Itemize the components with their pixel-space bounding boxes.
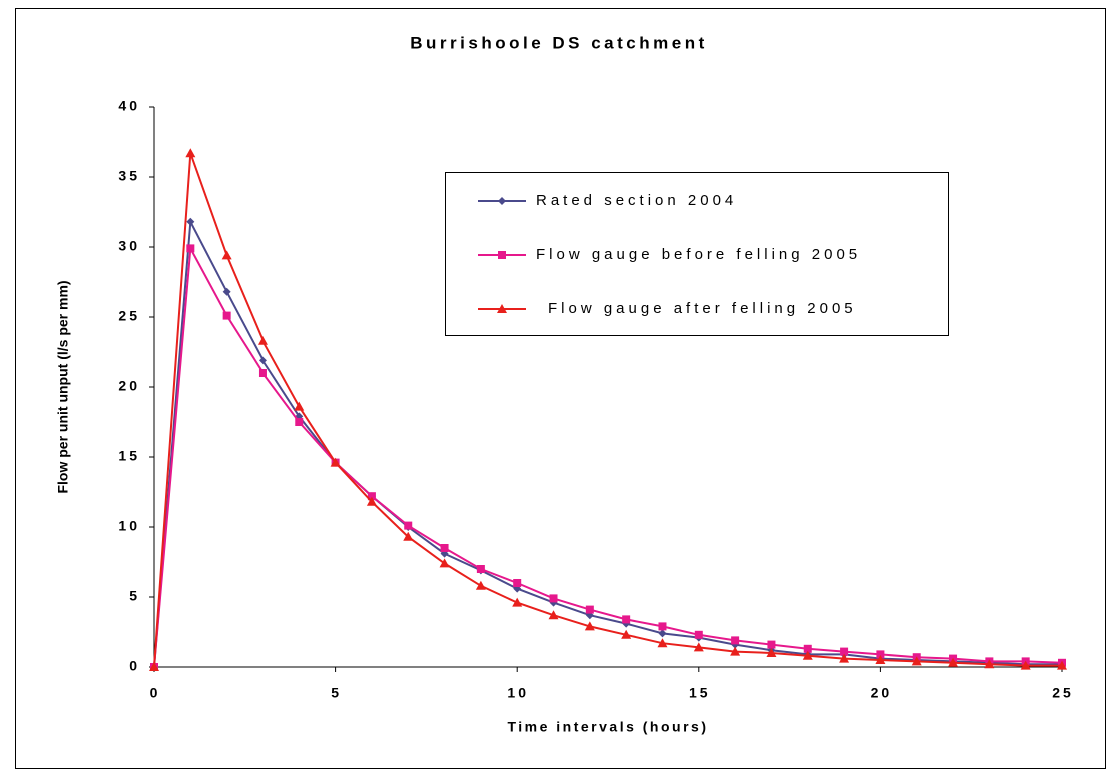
legend-label: Rated section 2004	[536, 192, 737, 209]
data-point	[911, 656, 922, 666]
data-point	[802, 650, 813, 660]
data-point	[840, 647, 849, 656]
data-point	[439, 558, 450, 568]
data-point	[622, 615, 631, 624]
data-point	[258, 356, 267, 365]
data-point	[476, 565, 485, 573]
data-point	[186, 244, 195, 253]
data-point	[404, 521, 413, 530]
data-point	[513, 579, 522, 587]
data-point	[1057, 660, 1067, 670]
data-point	[875, 655, 886, 664]
data-point	[694, 630, 703, 639]
data-point	[222, 287, 231, 296]
y-tick-label: 40	[118, 98, 140, 114]
data-point	[658, 629, 667, 638]
chart-title: Burrishoole DS catchment	[410, 33, 708, 52]
y-tick-label: 20	[118, 378, 140, 394]
data-point	[585, 605, 594, 614]
legend-marker	[497, 304, 507, 313]
x-tick-label: 20	[871, 685, 893, 701]
x-tick-label: 25	[1052, 685, 1074, 701]
data-point	[186, 217, 195, 226]
data-point	[294, 401, 305, 411]
data-point	[222, 311, 231, 320]
data-point	[512, 597, 523, 607]
y-tick-label: 15	[118, 448, 140, 464]
data-point	[730, 646, 741, 656]
y-tick-label: 30	[118, 238, 140, 254]
data-point	[767, 640, 776, 649]
data-point	[803, 644, 812, 653]
x-axis-label: Time intervals (hours)	[507, 719, 708, 735]
series-line	[153, 152, 1062, 668]
x-tick-label: 10	[507, 685, 529, 701]
x-tick-label: 5	[331, 685, 342, 701]
data-point	[366, 496, 377, 506]
data-point	[876, 650, 885, 659]
data-point	[475, 580, 486, 590]
data-point	[367, 492, 376, 501]
data-point	[549, 594, 558, 603]
data-point	[257, 335, 268, 345]
y-tick-label: 25	[118, 308, 140, 324]
data-point	[584, 621, 595, 631]
legend-label: Flow gauge before felling 2005	[536, 246, 861, 263]
x-tick-label: 0	[150, 685, 161, 701]
data-point	[330, 457, 341, 467]
data-point	[766, 648, 777, 657]
data-point	[621, 629, 632, 639]
y-tick-label: 10	[118, 518, 140, 534]
data-point	[149, 662, 159, 671]
legend-label: Flow gauge after felling 2005	[548, 300, 857, 317]
data-point	[258, 369, 267, 377]
data-point	[185, 148, 196, 158]
data-point	[658, 622, 667, 631]
data-point	[548, 610, 559, 620]
data-point	[403, 531, 414, 541]
y-tick-label: 5	[129, 588, 140, 604]
data-point	[440, 544, 449, 552]
y-axis-label: Flow per unit unput (l/s per mm)	[55, 280, 71, 493]
y-tick-label: 0	[129, 658, 140, 674]
y-tick-label: 35	[118, 168, 140, 184]
data-point	[295, 418, 304, 426]
x-tick-label: 15	[689, 685, 711, 701]
data-point	[221, 250, 232, 260]
legend-box	[445, 172, 949, 336]
legend-marker	[498, 251, 506, 259]
data-point	[1020, 660, 1031, 670]
data-point	[657, 638, 668, 648]
series-line	[153, 218, 1062, 668]
legend-marker	[498, 197, 506, 205]
data-point	[948, 657, 959, 667]
data-point	[731, 636, 740, 645]
data-point	[839, 653, 850, 663]
series-line	[153, 244, 1063, 668]
chart-border	[15, 8, 1106, 769]
data-point	[693, 642, 704, 652]
data-point	[984, 659, 995, 669]
